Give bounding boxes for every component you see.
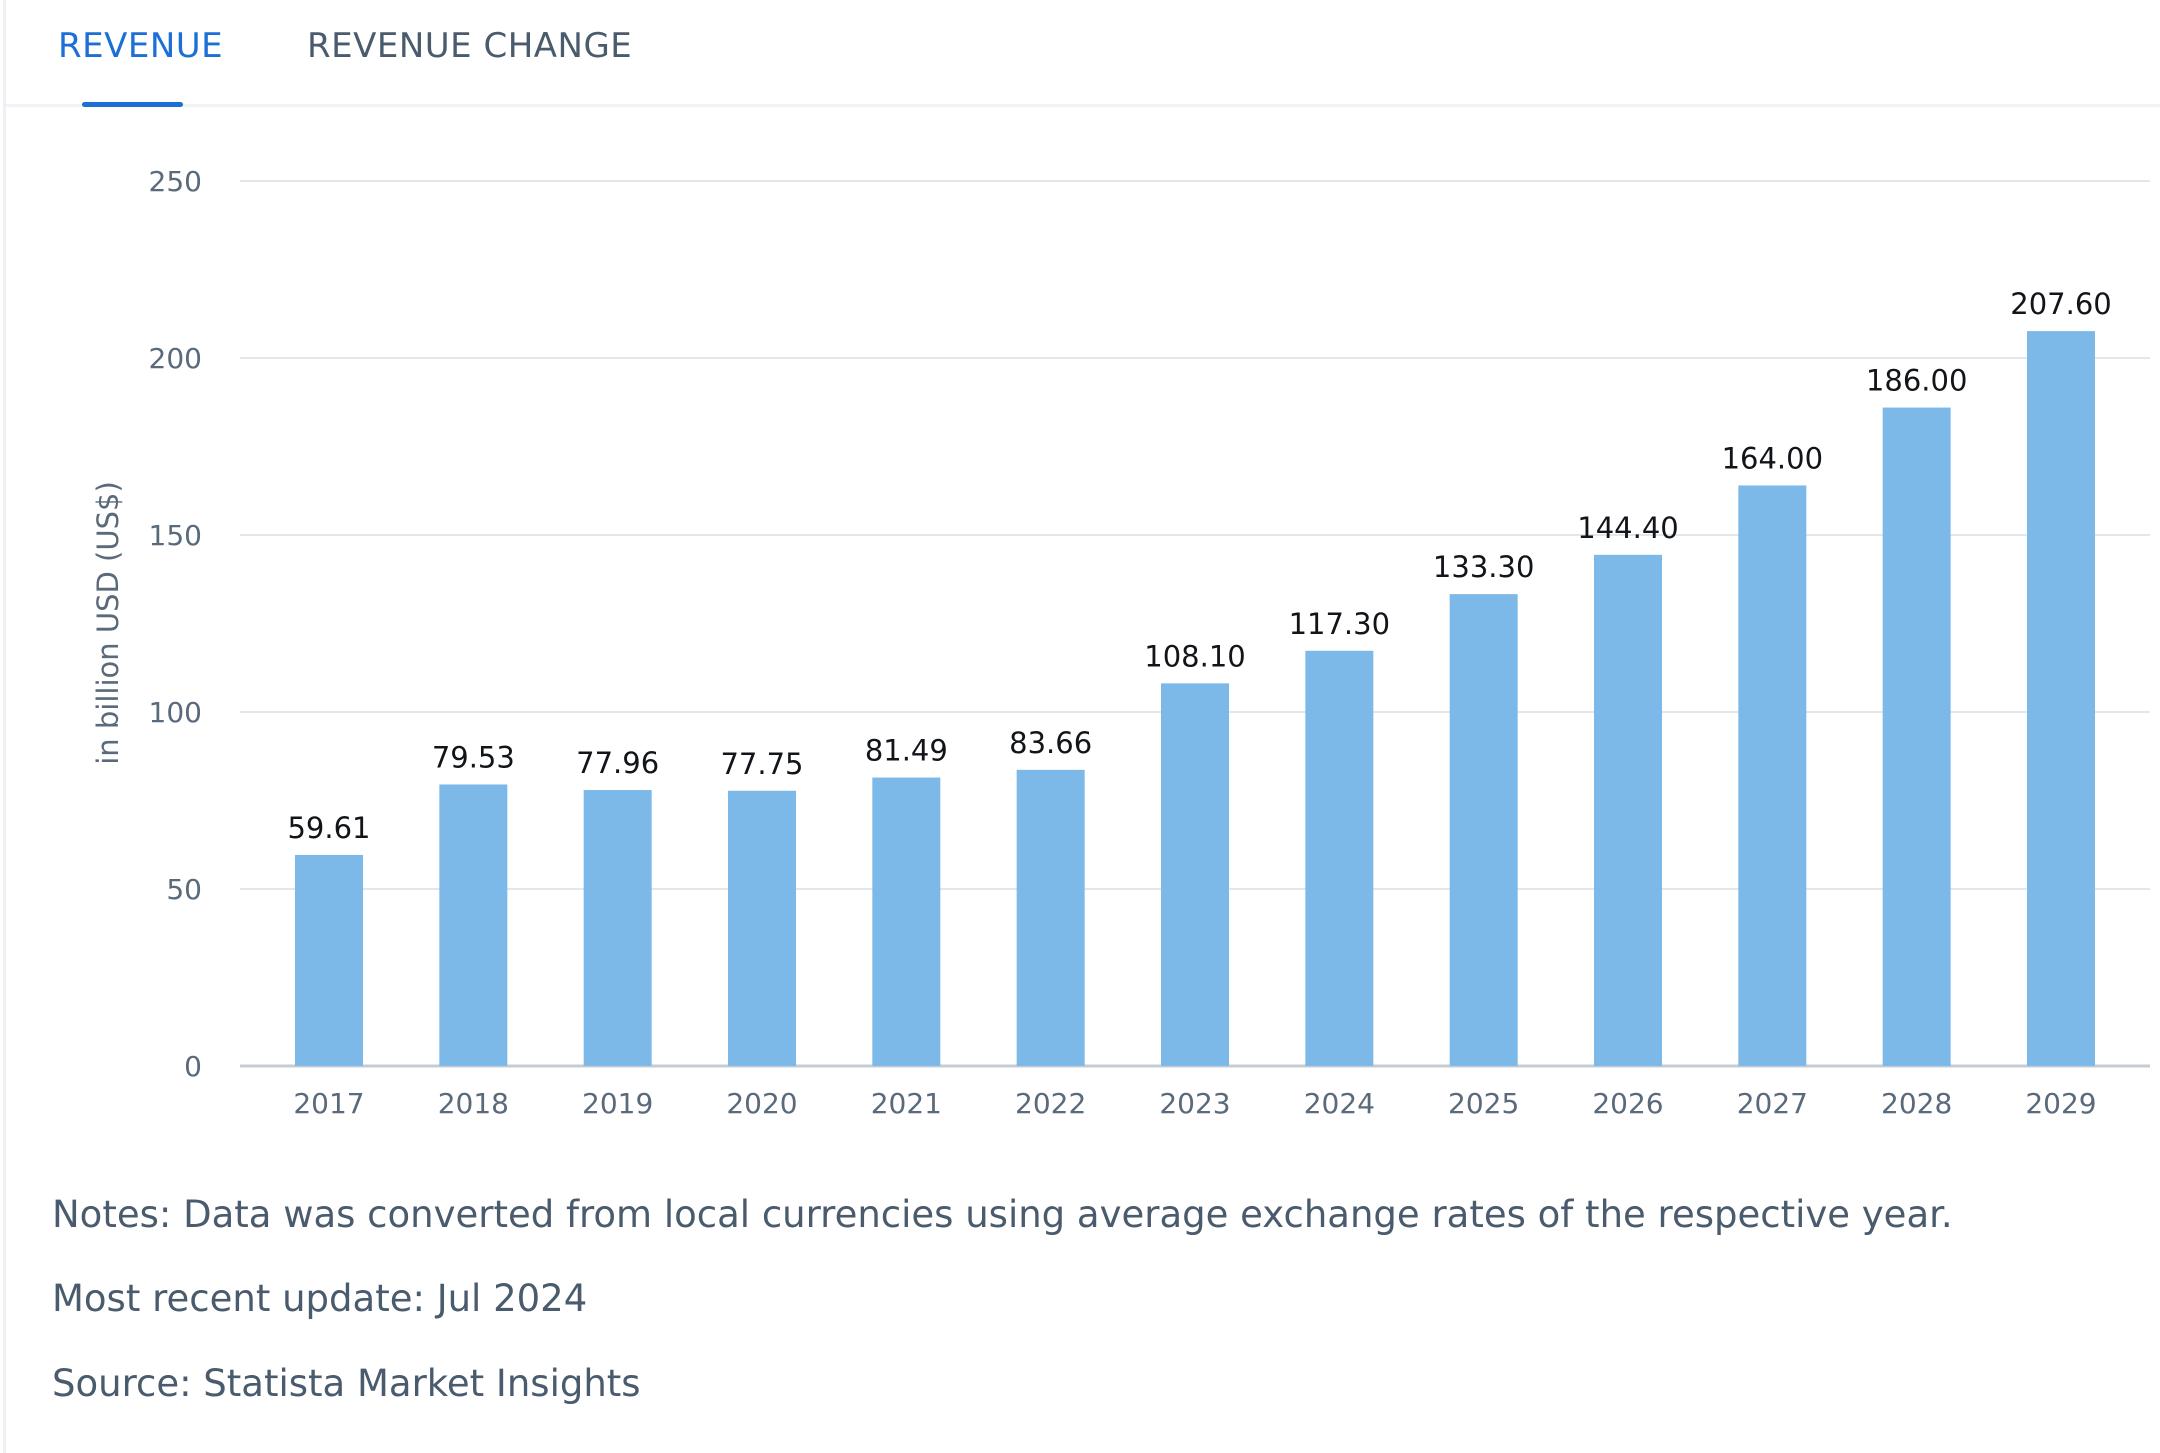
y-tick-label: 200	[149, 342, 202, 375]
bar-2028	[1882, 407, 1951, 1066]
bar-2020	[728, 790, 796, 1066]
y-tick-label: 100	[149, 696, 202, 729]
x-tick-label-2028: 2028	[1881, 1087, 1952, 1120]
y-axis-label: in billion USD (US$)	[91, 481, 125, 765]
bar-2017	[295, 854, 363, 1066]
x-tick-label-2017: 2017	[293, 1087, 364, 1120]
x-tick-label-2024: 2024	[1304, 1087, 1375, 1120]
tab-revenue-change[interactable]: REVENUE CHANGE	[307, 26, 633, 66]
y-tick-label: 0	[184, 1050, 202, 1083]
x-tick-label-2018: 2018	[438, 1087, 509, 1120]
data-label-2027: 164.00	[1722, 441, 1823, 475]
bar-2029	[2027, 331, 2095, 1066]
bar-2024	[1305, 650, 1374, 1066]
data-label-2024: 117.30	[1289, 607, 1390, 641]
x-tick-label-2020: 2020	[726, 1087, 797, 1120]
notes-text: Notes: Data was converted from local cur…	[52, 1193, 1953, 1236]
bar-2022	[1016, 769, 1085, 1066]
bar-2019	[583, 790, 652, 1066]
data-label-2021: 81.49	[865, 734, 948, 768]
source-text: Source: Statista Market Insights	[52, 1362, 641, 1405]
bar-2023	[1161, 683, 1229, 1066]
x-tick-label-2027: 2027	[1737, 1087, 1808, 1120]
data-label-2019: 77.96	[576, 746, 659, 780]
bar-2027	[1738, 485, 1807, 1066]
data-label-2023: 108.10	[1144, 639, 1245, 673]
y-tick-label: 50	[166, 873, 202, 906]
data-label-2026: 144.40	[1577, 511, 1678, 545]
revenue-bar-chart: 0 50 100 150 200 250 in billion USD (US$) 59.61…	[91, 165, 2150, 1120]
x-tick-label-2021: 2021	[871, 1087, 942, 1120]
data-label-2020: 77.75	[720, 747, 803, 781]
active-tab-indicator	[82, 102, 183, 107]
data-label-2028: 186.00	[1866, 364, 1967, 398]
data-label-2017: 59.61	[287, 811, 370, 845]
bar-2026	[1594, 554, 1662, 1066]
bar-2018	[439, 784, 508, 1066]
x-tick-label-2025: 2025	[1448, 1087, 1519, 1120]
y-tick-label: 150	[149, 519, 202, 552]
tab-revenue[interactable]: REVENUE	[58, 26, 224, 66]
data-label-2029: 207.60	[2010, 287, 2111, 321]
bar-2021	[872, 777, 941, 1066]
recent-update-text: Most recent update: Jul 2024	[52, 1277, 588, 1320]
y-tick-label: 250	[149, 165, 202, 198]
x-tick-label-2022: 2022	[1015, 1087, 1086, 1120]
tab-bar: REVENUE REVENUE CHANGE	[6, 0, 2160, 107]
x-tick-label-2026: 2026	[1592, 1087, 1663, 1120]
data-label-2018: 79.53	[432, 740, 515, 774]
data-label-2025: 133.30	[1433, 550, 1534, 584]
x-tick-label-2023: 2023	[1159, 1087, 1230, 1120]
x-tick-label-2029: 2029	[2025, 1087, 2096, 1120]
bar-2025	[1449, 594, 1518, 1066]
x-tick-label-2019: 2019	[582, 1087, 653, 1120]
data-label-2022: 83.66	[1009, 726, 1092, 760]
